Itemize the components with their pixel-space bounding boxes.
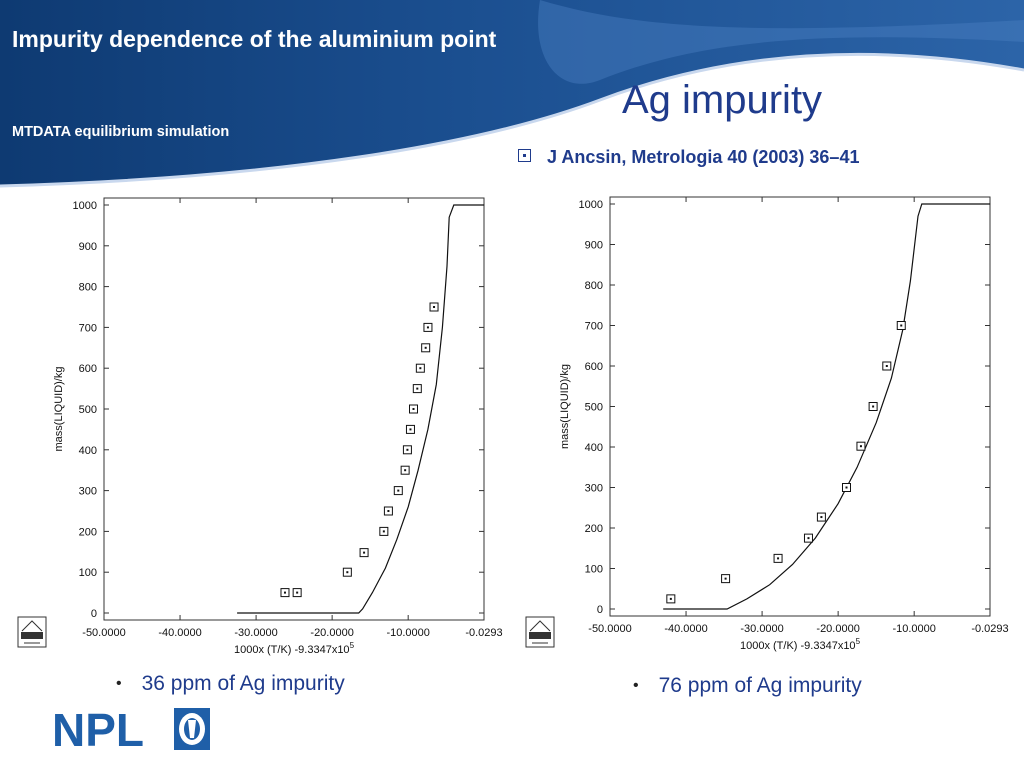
y-tick-label: 500 <box>585 402 603 414</box>
y-tick-label: 400 <box>585 442 603 454</box>
data-point <box>856 441 866 451</box>
header-banner <box>0 0 1024 188</box>
y-tick-label: 800 <box>585 280 603 292</box>
mtdata-badge-icon <box>17 616 47 648</box>
data-point <box>280 588 290 598</box>
chart-36ppm: 0 100 200 300 400 500 600 700 800 900 1000 -50.0000… <box>17 197 503 656</box>
x-tick-label: -0.0293 <box>465 627 502 639</box>
data-point <box>816 512 826 522</box>
bullet-dot-icon: • <box>633 677 639 694</box>
x-tick-label: -20.0000 <box>310 627 353 639</box>
x-tick-label: -10.0000 <box>892 623 935 635</box>
plot-frame <box>103 197 485 621</box>
chart-76ppm: 0 100 200 300 400 500 600 700 800 900 1000 -50.0000… <box>525 196 1009 652</box>
y-tick-label: 100 <box>79 567 97 579</box>
y-tick-label: 300 <box>79 486 97 498</box>
plot-frame <box>609 196 991 617</box>
slide-title: Ag impurity <box>622 78 823 122</box>
y-axis-label: mass(LIQUID)/kg <box>53 367 65 452</box>
slide-header-subtitle: MTDATA equilibrium simulation <box>12 124 230 140</box>
y-axis-label: mass(LIQUID)/kg <box>559 364 571 449</box>
citation: J Ancsin, Metrologia 40 (2003) 36–41 <box>518 147 859 168</box>
simulation-curve <box>663 203 991 610</box>
bullet-dot-icon: • <box>116 675 122 692</box>
y-tick-label: 200 <box>79 526 97 538</box>
y-tick-label: 200 <box>585 523 603 535</box>
data-point <box>393 486 403 496</box>
y-tick-label: 700 <box>585 321 603 333</box>
y-tick-label: 800 <box>79 282 97 294</box>
citation-text: J Ancsin, Metrologia 40 (2003) 36–41 <box>547 147 860 167</box>
data-point <box>421 343 431 353</box>
npl-logo: NPL <box>52 706 210 752</box>
y-tick-label: 700 <box>79 322 97 334</box>
slide-header-title: Impurity dependence of the aluminium poi… <box>12 26 497 52</box>
bullet-76ppm: • 76 ppm of Ag impurity <box>633 674 862 698</box>
data-point <box>292 588 302 598</box>
data-point <box>423 322 433 332</box>
data-point <box>402 445 412 455</box>
y-tick-label: 1000 <box>73 200 97 212</box>
data-point <box>379 526 389 536</box>
data-point <box>400 465 410 475</box>
bullet-36ppm: • 36 ppm of Ag impurity <box>116 672 345 696</box>
y-tick-label: 0 <box>597 604 603 616</box>
x-tick-label: -40.0000 <box>664 623 707 635</box>
x-axis-label-exponent: 5 <box>856 637 861 646</box>
x-tick-label: -30.0000 <box>234 627 277 639</box>
data-point <box>383 506 393 516</box>
data-point <box>429 302 439 312</box>
x-tick-label: -50.0000 <box>82 627 125 639</box>
data-point <box>412 384 422 394</box>
bullet-36ppm-text: 36 ppm of Ag impurity <box>141 672 345 695</box>
x-axis-label-exponent: 5 <box>350 641 355 650</box>
x-tick-label: -50.0000 <box>588 623 631 635</box>
data-point <box>896 321 906 330</box>
y-tick-label: 900 <box>79 241 97 253</box>
x-axis-label: 1000x (T/K) -9.3347x105 <box>234 641 355 656</box>
data-point <box>415 363 425 373</box>
data-point <box>409 404 419 414</box>
y-tick-label: 400 <box>79 445 97 457</box>
data-point <box>803 533 813 543</box>
data-point <box>342 567 352 577</box>
x-tick-label: -30.0000 <box>740 623 783 635</box>
data-point <box>868 402 878 411</box>
npl-logo-text: NPL <box>52 706 144 752</box>
data-point <box>666 594 676 604</box>
y-tick-label: 900 <box>585 240 603 252</box>
x-tick-label: -40.0000 <box>158 627 201 639</box>
mtdata-badge-icon <box>525 616 555 648</box>
y-tick-label: 600 <box>585 361 603 373</box>
simulation-curve <box>237 204 485 614</box>
y-tick-label: 600 <box>79 363 97 375</box>
checkbox-bullet-icon <box>518 149 531 162</box>
data-point <box>773 553 783 563</box>
data-point <box>405 424 415 434</box>
data-point <box>841 483 851 492</box>
y-tick-label: 300 <box>585 483 603 495</box>
data-point <box>882 361 892 371</box>
data-point <box>721 574 731 584</box>
x-tick-label: -10.0000 <box>386 627 429 639</box>
data-point <box>359 548 369 558</box>
x-tick-label: -0.0293 <box>971 623 1008 635</box>
y-tick-label: 1000 <box>579 199 603 211</box>
y-tick-label: 500 <box>79 404 97 416</box>
x-axis-label: 1000x (T/K) -9.3347x105 <box>740 637 861 652</box>
x-tick-label: -20.0000 <box>816 623 859 635</box>
y-tick-label: 100 <box>585 564 603 576</box>
y-tick-label: 0 <box>91 608 97 620</box>
bullet-76ppm-text: 76 ppm of Ag impurity <box>658 674 862 697</box>
